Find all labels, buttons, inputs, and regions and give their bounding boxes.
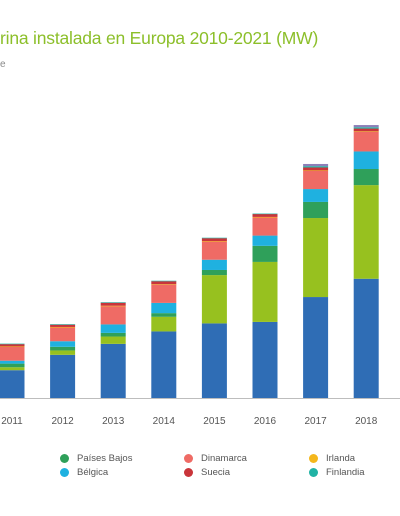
- x-tick-label: 2016: [254, 416, 277, 427]
- bar-segment-2014-5: [151, 284, 177, 285]
- bar-segment-2018-1: [353, 185, 379, 279]
- bar-segment-2018-4: [353, 131, 379, 152]
- bar-segment-2013-0: [100, 343, 126, 398]
- bar-segment-2014-3: [151, 302, 177, 314]
- bar-segment-2014-1: [151, 316, 177, 332]
- bar-segment-2018-3: [353, 151, 379, 170]
- x-tick-label: 2015: [203, 416, 226, 427]
- bar-segment-2011-3: [0, 360, 25, 364]
- legend-swatch: [184, 454, 193, 463]
- bar-segment-2013-3: [100, 324, 126, 333]
- legend-swatch: [60, 454, 69, 463]
- bar-segment-2016-5: [252, 216, 278, 218]
- bar-segment-2011-4: [0, 346, 25, 361]
- bar-segment-2012-0: [50, 354, 76, 398]
- legend-label: Países Bajos: [77, 453, 133, 464]
- bar-segment-2016-1: [252, 261, 278, 322]
- bar-segment-2017-7: [303, 166, 329, 168]
- legend-label: Bélgica: [77, 467, 109, 478]
- bar-segment-2012-5: [50, 326, 76, 328]
- legend-item-dinamarca: Dinamarca: [184, 453, 247, 464]
- chart-subtitle: e: [0, 59, 6, 70]
- bar-segment-2017-3: [303, 189, 329, 202]
- bar-segment-2015-2: [201, 269, 227, 276]
- bar-segment-2015-7: [201, 237, 227, 239]
- bar-segment-2017-1: [303, 218, 329, 298]
- bar-segment-2014-6: [151, 281, 177, 285]
- legend: Países Bajos Dinamarca Irlanda Bélgica S…: [0, 452, 400, 492]
- bar-segment-2011-6: [0, 344, 25, 347]
- legend-label: Suecia: [201, 467, 231, 478]
- bar-segment-2014-0: [151, 331, 177, 398]
- bar-segment-2017-2: [303, 201, 329, 219]
- bar-segment-2014-7: [151, 280, 177, 282]
- bar-segment-2013-4: [100, 306, 126, 325]
- bar-segment-2013-1: [100, 336, 126, 344]
- legend-label: Finlandia: [326, 467, 365, 478]
- bar-segment-2011-0: [0, 370, 25, 398]
- legend-item-suecia: Suecia: [184, 467, 230, 478]
- bar-segment-2018-0: [353, 278, 379, 398]
- bar-segment-2012-3: [50, 341, 76, 347]
- bar-segment-2012-7: [50, 324, 76, 325]
- legend-label: Dinamarca: [201, 453, 247, 464]
- bar-segment-2016-0: [252, 321, 278, 398]
- legend-item-belgica: Bélgica: [60, 467, 108, 478]
- bar-segment-2016-6: [252, 214, 278, 217]
- x-tick-label: 2013: [102, 416, 125, 427]
- legend-label: Irlanda: [326, 453, 356, 464]
- bar-segment-2014-2: [151, 313, 177, 317]
- bar-segment-2013-6: [100, 302, 126, 306]
- x-tick-label: 2012: [51, 416, 74, 427]
- legend-item-irlanda: Irlanda: [309, 453, 355, 464]
- bar-segment-2015-6: [201, 238, 227, 242]
- bar-segment-2018-2: [353, 169, 379, 186]
- bar-segment-2011-1: [0, 367, 25, 371]
- bar-segment-2011-2: [0, 363, 25, 368]
- bar-segment-2016-4: [252, 217, 278, 236]
- bar-segment-2015-3: [201, 259, 227, 270]
- bar-segment-2016-3: [252, 235, 278, 246]
- bar-segment-2018-8: [353, 125, 379, 128]
- bar-segment-2017-4: [303, 170, 329, 190]
- bar-segment-2014-4: [151, 284, 177, 303]
- x-tick-label: 2011: [1, 416, 23, 427]
- bar-segment-2018-5: [353, 131, 379, 132]
- bar-segment-2016-2: [252, 245, 278, 262]
- bar-segment-2015-5: [201, 241, 227, 242]
- x-tick-label: 2014: [153, 416, 176, 427]
- legend-swatch: [309, 454, 318, 463]
- bar-segment-2015-0: [201, 323, 227, 398]
- legend-swatch: [184, 468, 193, 477]
- bar-segment-2011-5: [0, 346, 25, 348]
- bar-segment-2013-7: [100, 302, 126, 303]
- bar-segment-2013-5: [100, 305, 126, 307]
- bar-segment-2017-6: [303, 167, 329, 171]
- bar-segment-2016-7: [252, 213, 278, 215]
- legend-item-paises-bajos: Países Bajos: [60, 453, 132, 464]
- bar-segment-2012-6: [50, 324, 76, 327]
- bar-segment-2012-4: [50, 327, 76, 342]
- bar-segment-2015-4: [201, 241, 227, 260]
- bar-segment-2012-1: [50, 350, 76, 355]
- chart-title: rina instalada en Europa 2010-2021 (MW): [0, 28, 319, 48]
- bar-segment-2017-0: [303, 297, 329, 398]
- x-tick-label: 2018: [355, 416, 378, 427]
- legend-item-finlandia: Finlandia: [309, 467, 365, 478]
- bar-segment-2018-6: [353, 128, 379, 132]
- bar-segment-2013-2: [100, 332, 126, 337]
- bar-segment-2017-5: [303, 170, 329, 172]
- x-tick-label: 2017: [304, 416, 327, 427]
- bar-segment-2017-8: [303, 163, 329, 167]
- bar-segment-2015-1: [201, 275, 227, 324]
- bar-segment-2011-7: [0, 343, 25, 345]
- bar-segment-2012-2: [50, 346, 76, 351]
- legend-swatch: [309, 468, 318, 477]
- bar-segment-2018-7: [353, 127, 379, 129]
- legend-swatch: [60, 468, 69, 477]
